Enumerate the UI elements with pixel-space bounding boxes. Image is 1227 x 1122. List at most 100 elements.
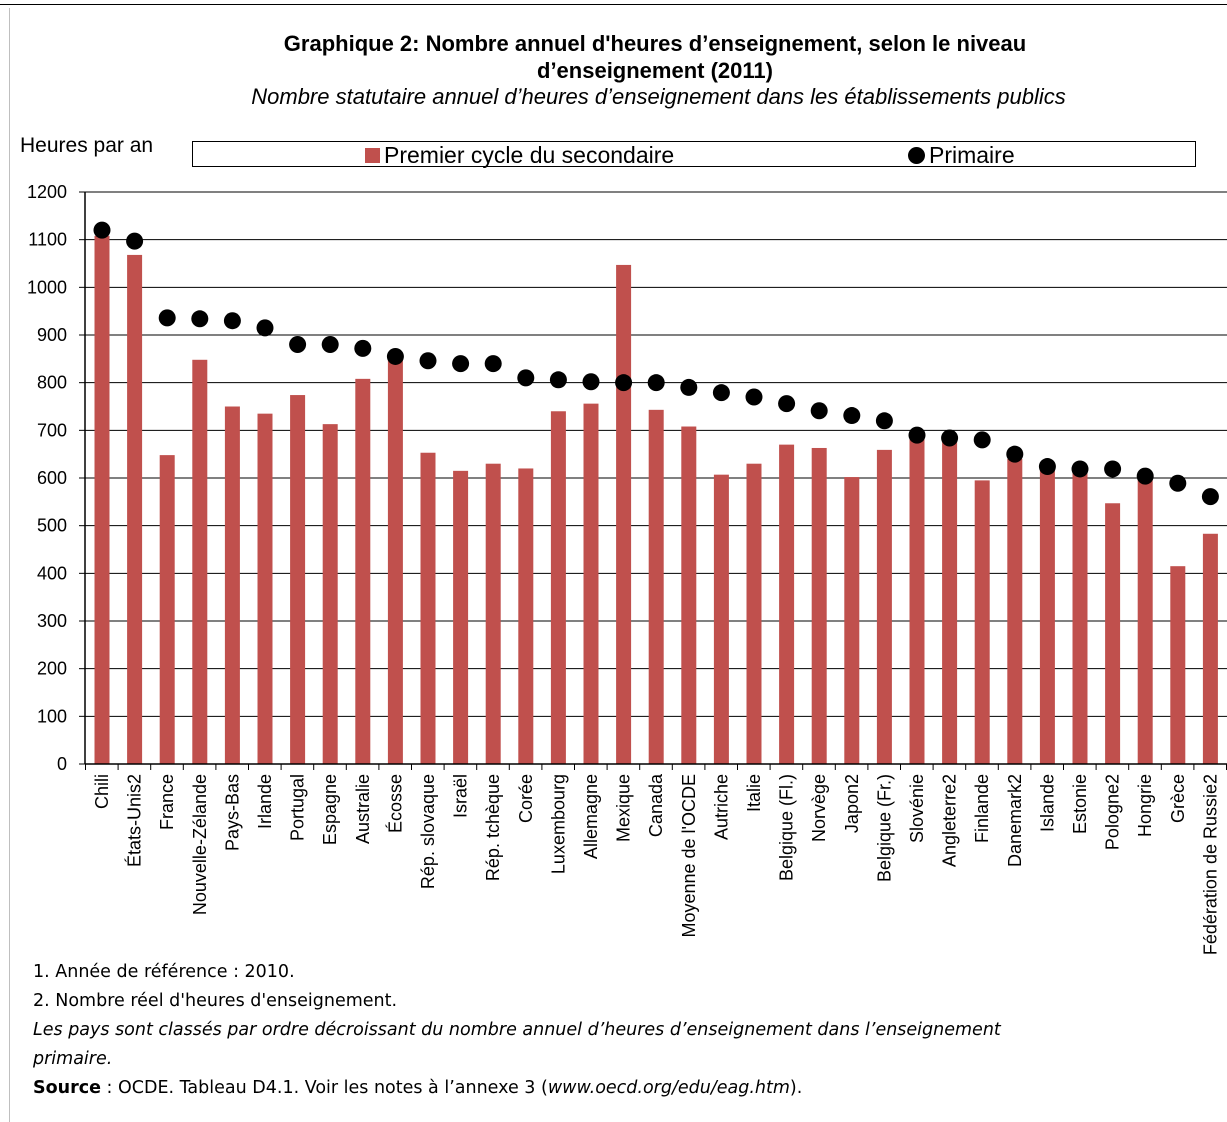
x-category-label: Hongrie	[1135, 774, 1155, 837]
x-category-label: Pologne2	[1103, 774, 1123, 850]
bar	[844, 477, 860, 764]
x-category-label: Allemagne	[581, 774, 601, 859]
chart-title-line1: Graphique 2: Nombre annuel d'heures d’en…	[283, 31, 1027, 56]
bar	[876, 449, 892, 764]
x-category-label: Fédération de Russie2	[1200, 774, 1220, 955]
y-tick-label: 300	[37, 611, 67, 631]
x-category-label: Chili	[92, 774, 112, 809]
legend-label-secondary: Premier cycle du secondaire	[384, 142, 675, 168]
x-category-label: Moyenne de l'OCDE	[679, 774, 699, 938]
chart-title: Graphique 2: Nombre annuel d'heures d’en…	[150, 30, 1160, 84]
x-category-label: Slovénie	[907, 774, 927, 843]
x-category-label: Canada	[646, 773, 666, 837]
legend-item-primary: Primaire	[908, 142, 1015, 168]
x-category-label: Estonie	[1070, 774, 1090, 834]
bar	[1137, 475, 1153, 764]
x-category-label: Mexique	[614, 774, 634, 842]
bar	[616, 264, 632, 764]
dot	[680, 378, 698, 396]
footnote-1: 1. Année de référence : 2010.	[33, 962, 295, 982]
x-category-label: Angleterre2	[940, 774, 960, 867]
bar	[485, 463, 501, 764]
x-axis-categories: Chili États-Unis2 France Nouvelle-Zélande Pa…	[92, 773, 1220, 955]
bar	[942, 437, 958, 764]
chart-title-line2: d’enseignement (2011)	[537, 58, 773, 83]
bar	[127, 254, 143, 765]
y-tick-label: 1200	[27, 182, 67, 202]
bar	[387, 356, 403, 764]
dot	[582, 373, 600, 391]
bar	[518, 468, 534, 764]
sort-note-line2: primaire.	[33, 1049, 113, 1069]
source-label: Source	[33, 1078, 101, 1098]
bar	[453, 470, 469, 764]
legend-item-secondary: Premier cycle du secondaire	[365, 142, 674, 168]
x-category-label: Autriche	[711, 774, 731, 840]
top-rule	[0, 0, 1227, 5]
y-tick-label: 800	[37, 373, 67, 393]
y-tick-label: 200	[37, 659, 67, 679]
dot	[549, 371, 567, 389]
dot	[843, 407, 861, 425]
dot	[647, 374, 665, 392]
dot	[973, 431, 991, 449]
source-url: www.oecd.org/edu/eag.htm	[547, 1078, 790, 1098]
x-category-label: Belgique (Fl.)	[777, 774, 797, 881]
dot	[354, 339, 372, 357]
x-category-label: Nouvelle-Zélande	[190, 774, 210, 915]
dot	[191, 310, 209, 328]
y-tick-label: 1100	[28, 230, 67, 250]
bar	[322, 424, 338, 764]
x-category-label: Rép. slovaque	[418, 774, 438, 889]
dot	[1071, 460, 1089, 478]
footnotes: 1. Année de référence : 2010. 2. Nombre …	[33, 958, 1213, 1103]
dot	[941, 429, 959, 447]
bar	[224, 406, 240, 764]
legend-label-primary: Primaire	[929, 142, 1015, 168]
dot	[1136, 467, 1154, 485]
legend-swatch-secondary	[365, 147, 380, 163]
bar	[1170, 566, 1186, 764]
x-category-label: Espagne	[320, 774, 340, 845]
dot	[908, 426, 926, 444]
axes	[84, 192, 1227, 770]
y-tick-label: 700	[37, 420, 67, 440]
bar	[713, 474, 729, 764]
bar	[420, 452, 436, 764]
dot	[126, 232, 144, 250]
sort-note-line1: Les pays sont classés par ordre décroiss…	[33, 1020, 1001, 1040]
dot	[810, 402, 828, 420]
dot	[321, 336, 339, 354]
dot	[615, 374, 633, 392]
y-tick-label: 0	[57, 754, 67, 774]
dot	[517, 369, 535, 387]
dot	[1201, 488, 1219, 506]
left-rule	[9, 8, 10, 1122]
bar	[974, 480, 990, 764]
x-category-label: Australie	[353, 774, 373, 844]
x-category-label: Danemark2	[1005, 774, 1025, 867]
x-category-label: Norvège	[809, 774, 829, 842]
bar	[94, 235, 110, 764]
bar	[583, 403, 599, 764]
bar	[1039, 467, 1055, 764]
bar	[648, 409, 664, 764]
footnote-2: 2. Nombre réel d'heures d'enseignement.	[33, 991, 398, 1011]
dot	[875, 412, 893, 430]
x-category-label: Grèce	[1168, 774, 1188, 823]
y-axis-label: Heures par an	[20, 134, 154, 157]
x-category-label: Luxembourg	[548, 774, 568, 874]
chart-subtitle: Nombre statutaire annuel d’heures d’ense…	[251, 84, 1066, 109]
dot	[1006, 445, 1024, 463]
bar	[159, 455, 175, 764]
y-tick-label: 400	[37, 563, 67, 583]
x-category-label: France	[157, 774, 177, 830]
dot	[256, 319, 274, 337]
legend-swatch-primary	[908, 146, 925, 164]
y-tick-label: 900	[37, 325, 67, 345]
y-tick-label: 1000	[27, 277, 67, 297]
dot	[745, 388, 763, 406]
bar	[811, 447, 827, 764]
bar	[355, 378, 371, 764]
dot	[93, 221, 111, 239]
